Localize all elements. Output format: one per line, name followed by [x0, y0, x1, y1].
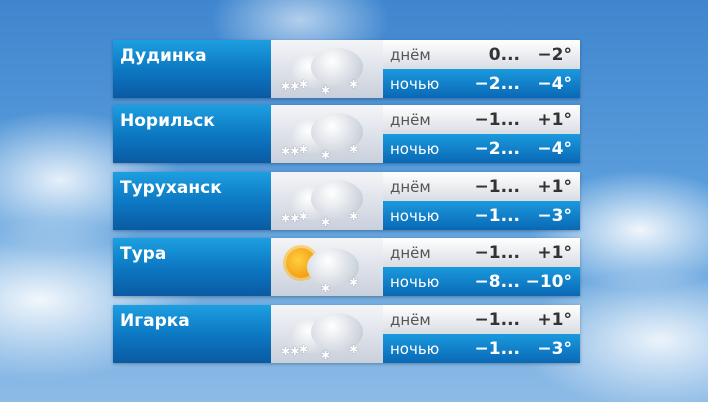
night-temp-max: −3° — [537, 338, 572, 359]
day-temp-min: −1... — [474, 309, 520, 330]
day-temp-min: −1... — [474, 109, 520, 130]
night-temp-max: −4° — [537, 138, 572, 159]
night-forecast: ночью −2... −4° — [383, 69, 580, 98]
day-temp-min: −1... — [474, 242, 520, 263]
cloud-snow-icon: ✱✱ ✱ ✱ ✱ — [271, 172, 383, 230]
day-label: днём — [390, 177, 431, 196]
day-temp-max: +1° — [537, 176, 572, 197]
day-temp-max: +1° — [537, 309, 572, 330]
night-label: ночью — [390, 206, 440, 225]
day-temp-max: +1° — [537, 109, 572, 130]
night-temp-max: −10° — [525, 271, 572, 292]
night-forecast: ночью −2... −4° — [383, 134, 580, 163]
night-temp-min: −2... — [474, 138, 520, 159]
day-temp-min: −1... — [474, 176, 520, 197]
city-name: Норильск — [113, 105, 271, 163]
city-name: Тура — [113, 238, 271, 296]
day-temp-max: +1° — [537, 242, 572, 263]
day-forecast: днём −1... +1° — [383, 238, 580, 267]
night-temp-min: −1... — [474, 338, 520, 359]
city-row: Норильск ✱✱ ✱ ✱ ✱ днём −1... +1° ночью −2.… — [113, 105, 580, 163]
night-forecast: ночью −8... −10° — [383, 267, 580, 296]
city-name: Игарка — [113, 305, 271, 363]
night-temp-min: −1... — [474, 205, 520, 226]
day-temp-max: −2° — [537, 44, 572, 65]
day-forecast: днём −1... +1° — [383, 305, 580, 334]
night-label: ночью — [390, 339, 440, 358]
city-name: Туруханск — [113, 172, 271, 230]
city-name: Дудинка — [113, 40, 271, 98]
day-label: днём — [390, 243, 431, 262]
day-forecast: днём 0... −2° — [383, 40, 580, 69]
cloud-snow-icon: ✱✱ ✱ ✱ ✱ — [271, 105, 383, 163]
day-forecast: днём −1... +1° — [383, 172, 580, 201]
city-row: Тура ✱ ✱ днём −1... +1° ночью −8... −10° — [113, 238, 580, 296]
night-temp-min: −8... — [474, 271, 520, 292]
sun-cloud-snow-icon: ✱ ✱ — [271, 238, 383, 296]
night-label: ночью — [390, 139, 440, 158]
night-label: ночью — [390, 74, 440, 93]
city-row: Дудинка ✱✱ ✱ ✱ ✱ днём 0... −2° ночью −2...… — [113, 40, 580, 98]
night-label: ночью — [390, 272, 440, 291]
night-forecast: ночью −1... −3° — [383, 201, 580, 230]
day-label: днём — [390, 310, 431, 329]
night-temp-max: −3° — [537, 205, 572, 226]
day-label: днём — [390, 45, 431, 64]
day-temp-min: 0... — [488, 44, 520, 65]
day-forecast: днём −1... +1° — [383, 105, 580, 134]
cloud-snow-icon: ✱✱ ✱ ✱ ✱ — [271, 40, 383, 98]
night-forecast: ночью −1... −3° — [383, 334, 580, 363]
night-temp-min: −2... — [474, 73, 520, 94]
night-temp-max: −4° — [537, 73, 572, 94]
day-label: днём — [390, 110, 431, 129]
city-row: Игарка ✱✱ ✱ ✱ ✱ днём −1... +1° ночью −1...… — [113, 305, 580, 363]
cloud-snow-icon: ✱✱ ✱ ✱ ✱ — [271, 305, 383, 363]
city-row: Туруханск ✱✱ ✱ ✱ ✱ днём −1... +1° ночью −1… — [113, 172, 580, 230]
